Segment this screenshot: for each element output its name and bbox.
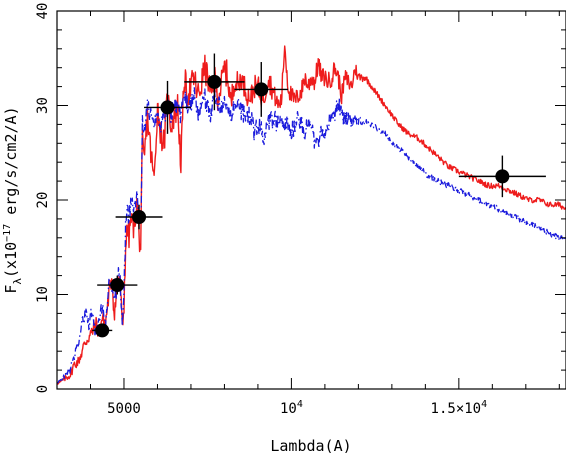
data-marker [495, 169, 510, 184]
plot-frame [56, 10, 566, 390]
photometry-point-7 [458, 155, 546, 198]
y-tick-label: 20 [35, 192, 51, 209]
photometry-point-5 [184, 53, 245, 111]
points-layer [92, 53, 546, 338]
photometry-point-6 [234, 62, 289, 117]
y-tick-label: 30 [35, 97, 51, 114]
photometry-point-4 [144, 80, 191, 134]
y-tick-label: 0 [35, 385, 51, 393]
data-marker [207, 74, 222, 89]
data-marker [110, 278, 125, 293]
axes-frame [56, 10, 566, 390]
tick-labels: 5000 104 1.5×104 0 10 20 30 40 [35, 3, 487, 417]
data-marker [160, 100, 175, 115]
x-tick-label: 5000 [107, 401, 141, 417]
y-tick-label: 10 [35, 286, 51, 303]
data-marker [95, 323, 110, 338]
series-line-2 [57, 86, 566, 384]
x-axis-title: Lambda(A) [270, 437, 351, 455]
photometry-point-3 [115, 204, 163, 230]
x-tick-label: 1.5×104 [431, 399, 488, 417]
y-tick-label: 40 [35, 3, 51, 20]
y-axis-title: Fλ(x10−17 erg/s/cm2/A) [2, 106, 24, 293]
data-marker [132, 210, 147, 225]
photometry-point-2 [97, 275, 138, 295]
photometry-point-1 [92, 323, 113, 338]
data-marker [254, 82, 269, 97]
x-tick-label: 104 [280, 399, 303, 417]
